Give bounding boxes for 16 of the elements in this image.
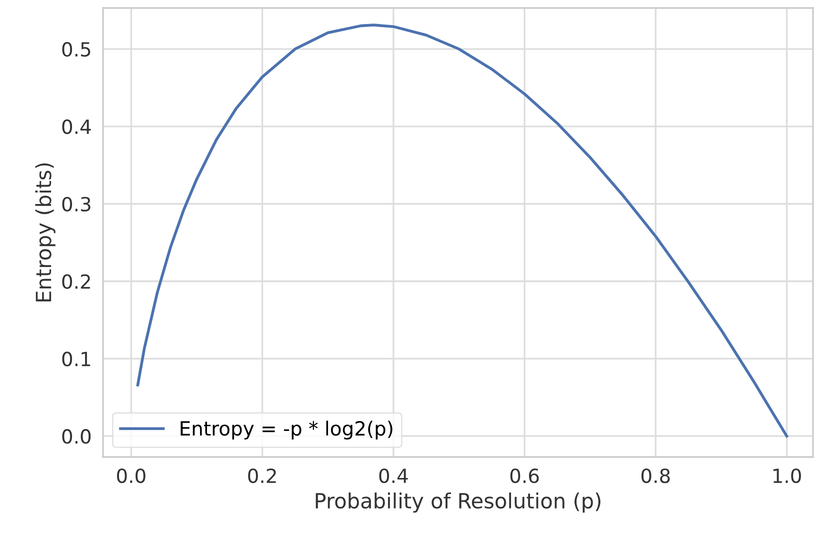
y-tick-label: 0.3 (62, 196, 90, 212)
x-tick-label: 0.2 (248, 468, 276, 484)
legend-label: Entropy = -p * log2(p) (180, 420, 392, 440)
y-tick-label: 0.0 (62, 429, 91, 444)
x-tick-label: 0.6 (510, 468, 539, 484)
line-series (136, 24, 788, 438)
y-tick-label: 0.5 (62, 42, 90, 57)
x-tick-label: 0.0 (117, 468, 146, 484)
x-tick-label: 0.8 (641, 468, 670, 484)
y-tick-label: 0.4 (62, 119, 91, 134)
y-tick-label: 0.2 (62, 274, 90, 289)
y-axis-title: Entropy (bits) (35, 163, 56, 302)
x-tick-label: 0.4 (379, 468, 408, 484)
x-tick-label: 1.0 (773, 468, 801, 484)
y-tick-label: 0.1 (62, 352, 90, 366)
x-axis-title: Probability of Resolution (p) (316, 492, 600, 513)
